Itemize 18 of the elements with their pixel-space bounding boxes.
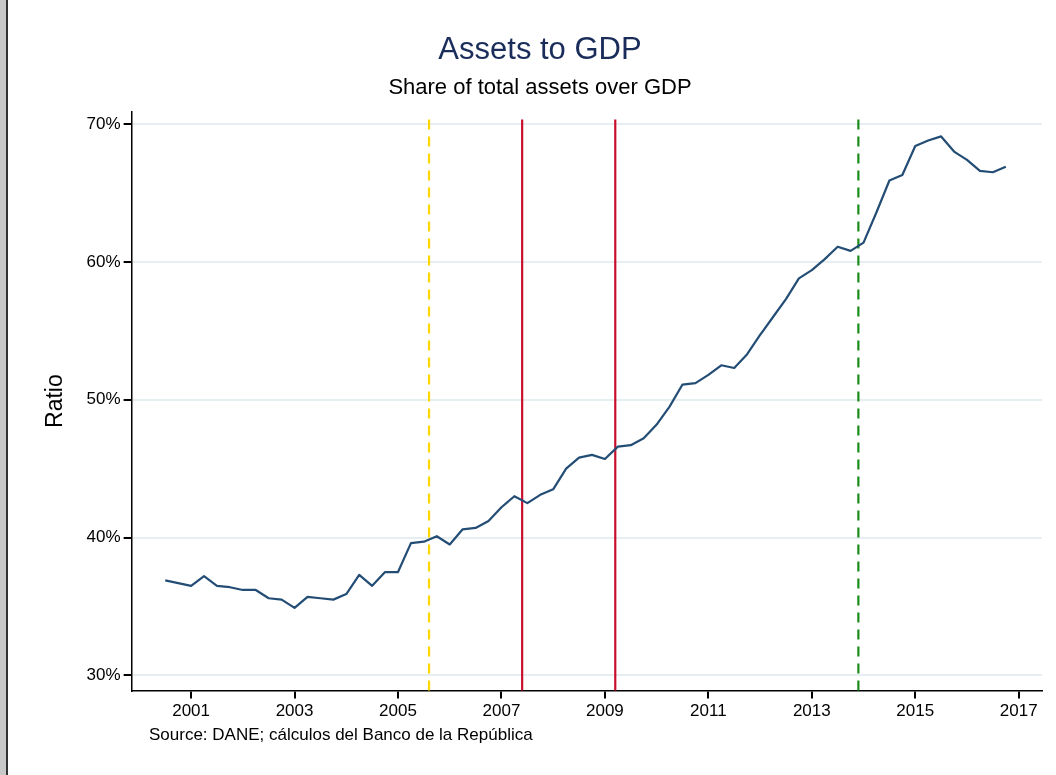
y-axis-title: Ratio: [41, 374, 68, 428]
chart-subtitle: Share of total assets over GDP: [388, 74, 692, 100]
source-note: Source: DANE; cálculos del Banco de la República: [149, 725, 534, 744]
chart-title: Assets to GDP: [438, 31, 642, 67]
y-tick-label: 70%: [86, 113, 121, 133]
x-tick-label: 2011: [690, 701, 727, 721]
x-tick-label: 2007: [482, 701, 521, 721]
y-tick-label: 60%: [86, 251, 121, 271]
y-tick-label: 50%: [86, 389, 121, 409]
x-tick-label: 2015: [896, 701, 935, 721]
y-tick-label: 30%: [86, 665, 121, 685]
x-tick-label: 2017: [999, 701, 1038, 721]
x-tick-label: 2013: [792, 701, 831, 721]
x-tick-label: 2009: [586, 701, 624, 721]
x-tick-label: 2001: [172, 701, 211, 721]
y-tick-label: 40%: [86, 527, 121, 547]
x-tick-label: 2005: [379, 701, 417, 721]
x-tick-label: 2003: [275, 701, 314, 721]
